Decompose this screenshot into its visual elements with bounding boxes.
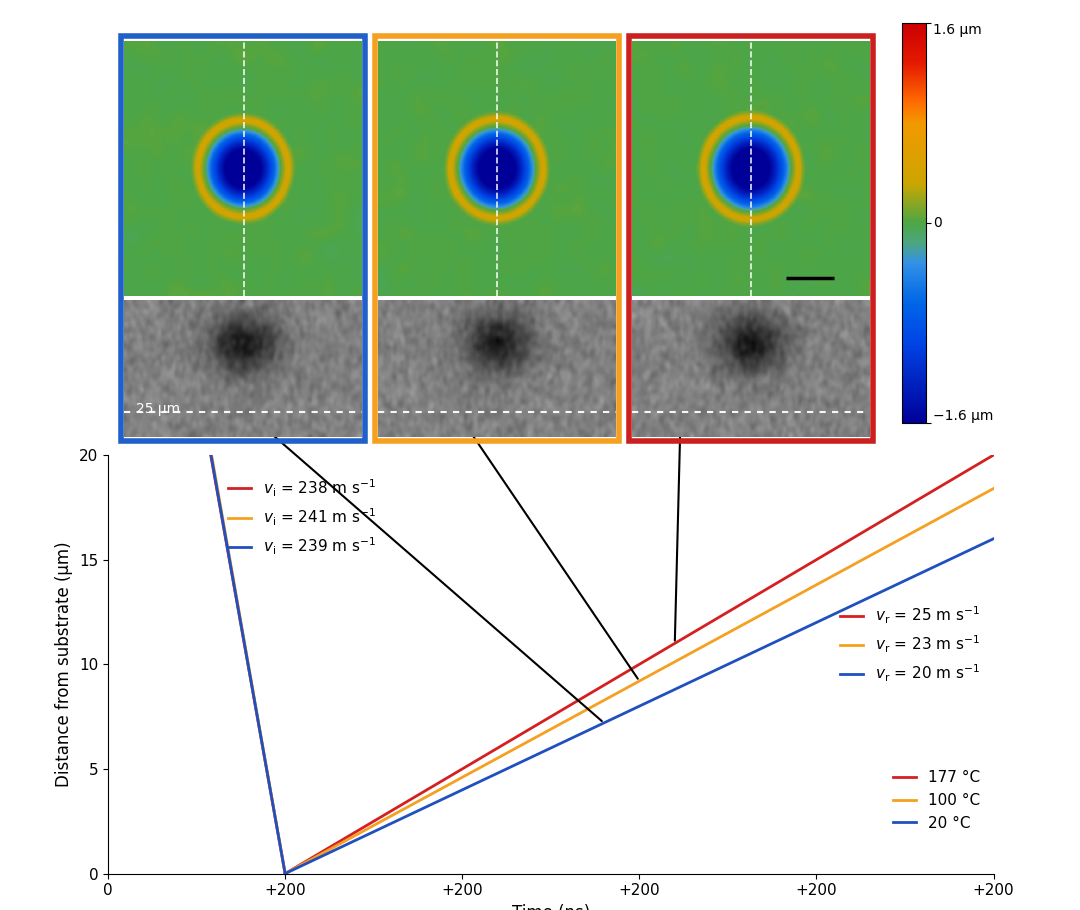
Text: 1.6 μm: 1.6 μm	[933, 23, 982, 36]
Text: −1.6 μm: −1.6 μm	[933, 410, 994, 423]
Text: 0: 0	[933, 216, 942, 230]
Legend: 177 °C, 100 °C, 20 °C: 177 °C, 100 °C, 20 °C	[887, 764, 986, 836]
X-axis label: Time (ns): Time (ns)	[512, 904, 590, 910]
Text: 25 μm: 25 μm	[136, 402, 180, 417]
Y-axis label: Distance from substrate (μm): Distance from substrate (μm)	[55, 541, 73, 787]
